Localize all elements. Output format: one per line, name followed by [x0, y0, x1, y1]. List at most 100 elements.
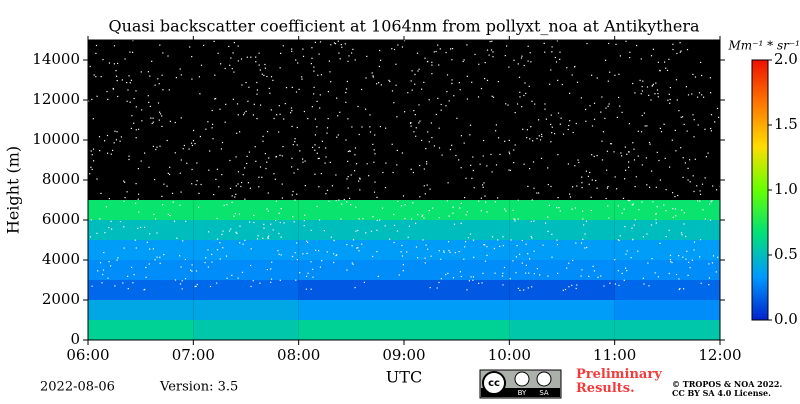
- noise-dot: [327, 91, 329, 93]
- noise-dot: [668, 58, 670, 60]
- noise-dot: [474, 53, 476, 55]
- heat-cell: [298, 280, 404, 300]
- noise-dot: [214, 98, 216, 100]
- noise-dot: [687, 167, 689, 169]
- noise-dot: [261, 73, 263, 75]
- noise-dot: [601, 96, 603, 98]
- noise-dot: [603, 285, 605, 287]
- noise-dot: [701, 183, 704, 185]
- noise-dot: [124, 58, 126, 60]
- noise-dot: [423, 217, 425, 219]
- noise-dot: [472, 279, 474, 281]
- noise-dot: [532, 161, 535, 163]
- noise-dot: [96, 178, 98, 180]
- noise-dot: [278, 232, 280, 235]
- noise-dot: [245, 110, 247, 112]
- noise-dot: [350, 204, 352, 206]
- noise-dot: [310, 288, 312, 290]
- heat-cell: [404, 260, 510, 280]
- noise-dot: [400, 205, 403, 207]
- noise-dot: [440, 278, 442, 280]
- noise-dot: [91, 98, 93, 100]
- noise-dot: [137, 198, 139, 200]
- noise-dot: [472, 276, 475, 278]
- noise-dot: [291, 125, 293, 127]
- noise-dot: [687, 179, 689, 181]
- noise-dot: [124, 181, 126, 183]
- noise-dot: [181, 288, 183, 290]
- noise-dot: [320, 74, 322, 76]
- noise-dot: [646, 184, 648, 186]
- noise-dot: [676, 52, 678, 55]
- noise-dot: [135, 247, 137, 249]
- noise-dot: [240, 185, 242, 188]
- noise-dot: [349, 150, 351, 152]
- noise-dot: [584, 233, 586, 235]
- noise-dot: [499, 153, 501, 155]
- noise-dot: [518, 76, 521, 78]
- noise-dot: [478, 200, 480, 202]
- noise-dot: [292, 144, 294, 146]
- noise-dot: [215, 98, 217, 100]
- noise-dot: [559, 58, 561, 60]
- noise-dot: [683, 223, 685, 225]
- noise-dot: [669, 166, 671, 168]
- noise-dot: [349, 197, 351, 199]
- noise-dot: [683, 212, 685, 214]
- noise-dot: [262, 140, 264, 142]
- noise-dot: [633, 224, 635, 226]
- noise-dot: [224, 121, 226, 123]
- noise-dot: [410, 122, 412, 124]
- noise-dot: [693, 136, 695, 138]
- noise-dot: [155, 218, 157, 220]
- noise-dot: [557, 197, 559, 199]
- noise-dot: [517, 63, 519, 65]
- noise-dot: [196, 180, 198, 182]
- noise-dot: [316, 152, 318, 154]
- noise-dot: [385, 162, 387, 164]
- noise-dot: [393, 224, 396, 226]
- noise-dot: [516, 245, 518, 247]
- noise-dot: [402, 270, 404, 272]
- noise-dot: [427, 60, 429, 63]
- noise-dot: [239, 242, 241, 244]
- noise-dot: [296, 259, 298, 261]
- noise-dot: [634, 92, 636, 94]
- noise-dot: [507, 104, 509, 106]
- noise-dot: [710, 114, 713, 116]
- noise-dot: [235, 185, 237, 187]
- noise-dot: [154, 84, 156, 86]
- noise-dot: [460, 202, 462, 204]
- noise-dot: [576, 185, 578, 187]
- noise-dot: [378, 82, 380, 84]
- noise-dot: [220, 63, 222, 65]
- noise-dot: [130, 79, 132, 81]
- noise-dot: [693, 119, 695, 121]
- noise-dot: [351, 262, 353, 264]
- noise-dot: [490, 153, 492, 156]
- noise-dot: [643, 112, 645, 114]
- noise-dot: [437, 97, 439, 99]
- noise-dot: [710, 127, 712, 130]
- colorbar-tick-label: 1.5: [774, 115, 798, 133]
- noise-dot: [571, 208, 573, 210]
- noise-dot: [479, 163, 481, 165]
- noise-dot: [296, 126, 298, 129]
- noise-dot: [350, 174, 352, 176]
- noise-dot: [645, 157, 647, 159]
- noise-dot: [506, 45, 508, 47]
- noise-dot: [701, 74, 703, 77]
- noise-dot: [335, 200, 337, 202]
- noise-dot: [93, 160, 95, 162]
- noise-dot: [516, 103, 519, 105]
- noise-dot: [256, 89, 258, 91]
- noise-dot: [107, 277, 109, 279]
- noise-dot: [196, 283, 198, 286]
- noise-dot: [159, 145, 161, 147]
- noise-dot: [426, 184, 428, 186]
- noise-dot: [572, 259, 574, 262]
- noise-dot: [449, 148, 451, 151]
- heat-cell: [193, 240, 299, 260]
- noise-dot: [246, 56, 248, 58]
- noise-dot: [445, 105, 447, 107]
